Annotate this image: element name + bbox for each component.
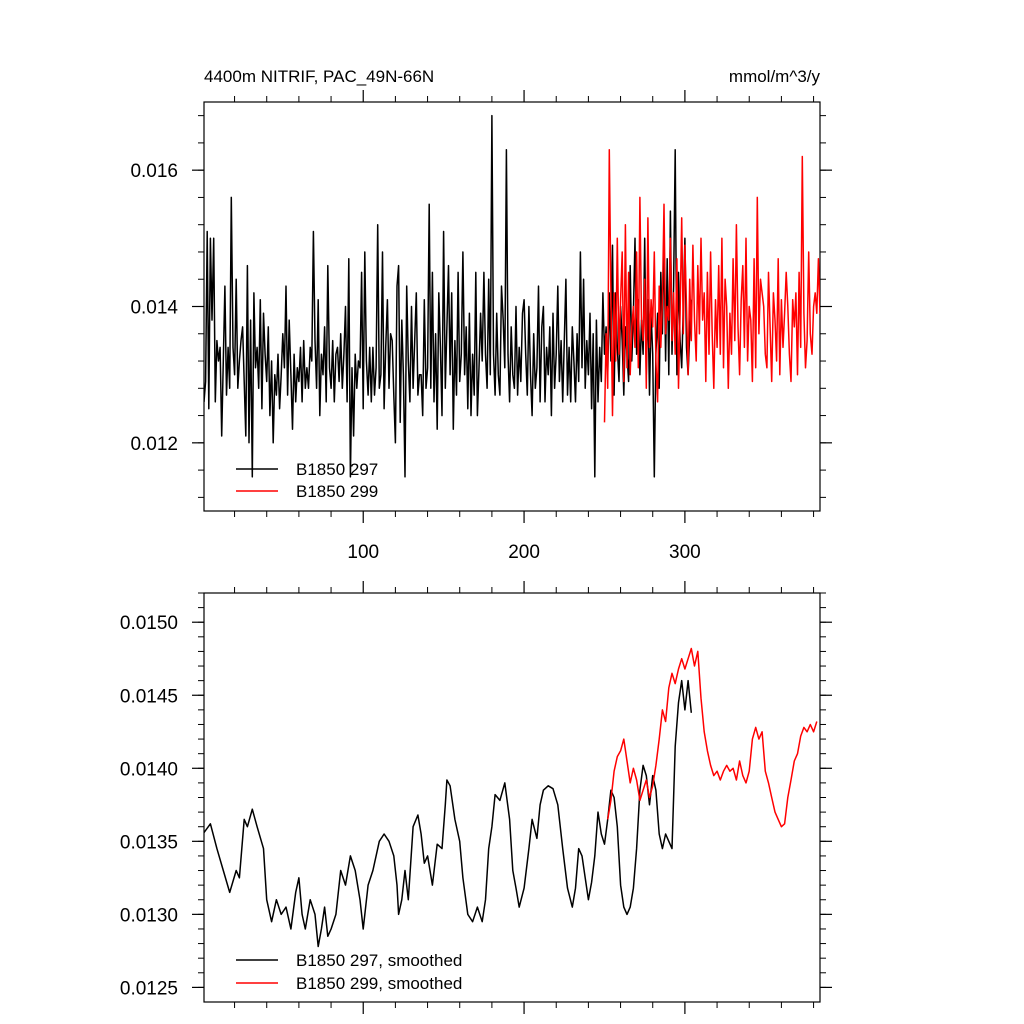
- series-line-b1850-297-smoothed: [204, 679, 693, 948]
- series-line-b1850-297: [204, 114, 693, 478]
- y-tick-label: 0.0125: [120, 978, 178, 999]
- plot-frame: [203, 592, 821, 1003]
- series-line-b1850-299-smoothed: [606, 647, 818, 828]
- top-panel: 0.012 0.014 0.016 100 200 300 B1850 297 B1850 2…: [130, 90, 832, 563]
- series-line-b1850-299: [603, 148, 820, 423]
- legend-label: B1850 297, smoothed: [296, 951, 462, 970]
- legend-label: B1850 297: [296, 460, 378, 479]
- x-tick-label: 300: [669, 542, 701, 563]
- y-tick-label: 0.0145: [120, 686, 178, 707]
- x-tick-label: 100: [347, 542, 379, 563]
- legend-label: B1850 299: [296, 482, 378, 501]
- plot-frame: [203, 101, 821, 512]
- y-tick-label: 0.016: [130, 161, 178, 182]
- y-tick-label: 0.014: [130, 298, 178, 319]
- x-tick-label: 200: [508, 542, 540, 563]
- y-tick-label: 0.0140: [120, 759, 178, 780]
- units-label: mmol/m^3/y: [729, 67, 821, 86]
- bottom-panel: 0.0125 0.0130 0.0135 0.0140 0.0145 0.0150 B185…: [120, 581, 832, 1014]
- y-tick-label: 0.012: [130, 434, 178, 455]
- y-tick-label: 0.0130: [120, 905, 178, 926]
- y-tick-label: 0.0135: [120, 832, 178, 853]
- legend-label: B1850 299, smoothed: [296, 974, 462, 993]
- y-tick-label: 0.0150: [120, 613, 178, 634]
- chart-title: 4400m NITRIF, PAC_49N-66N: [204, 67, 434, 86]
